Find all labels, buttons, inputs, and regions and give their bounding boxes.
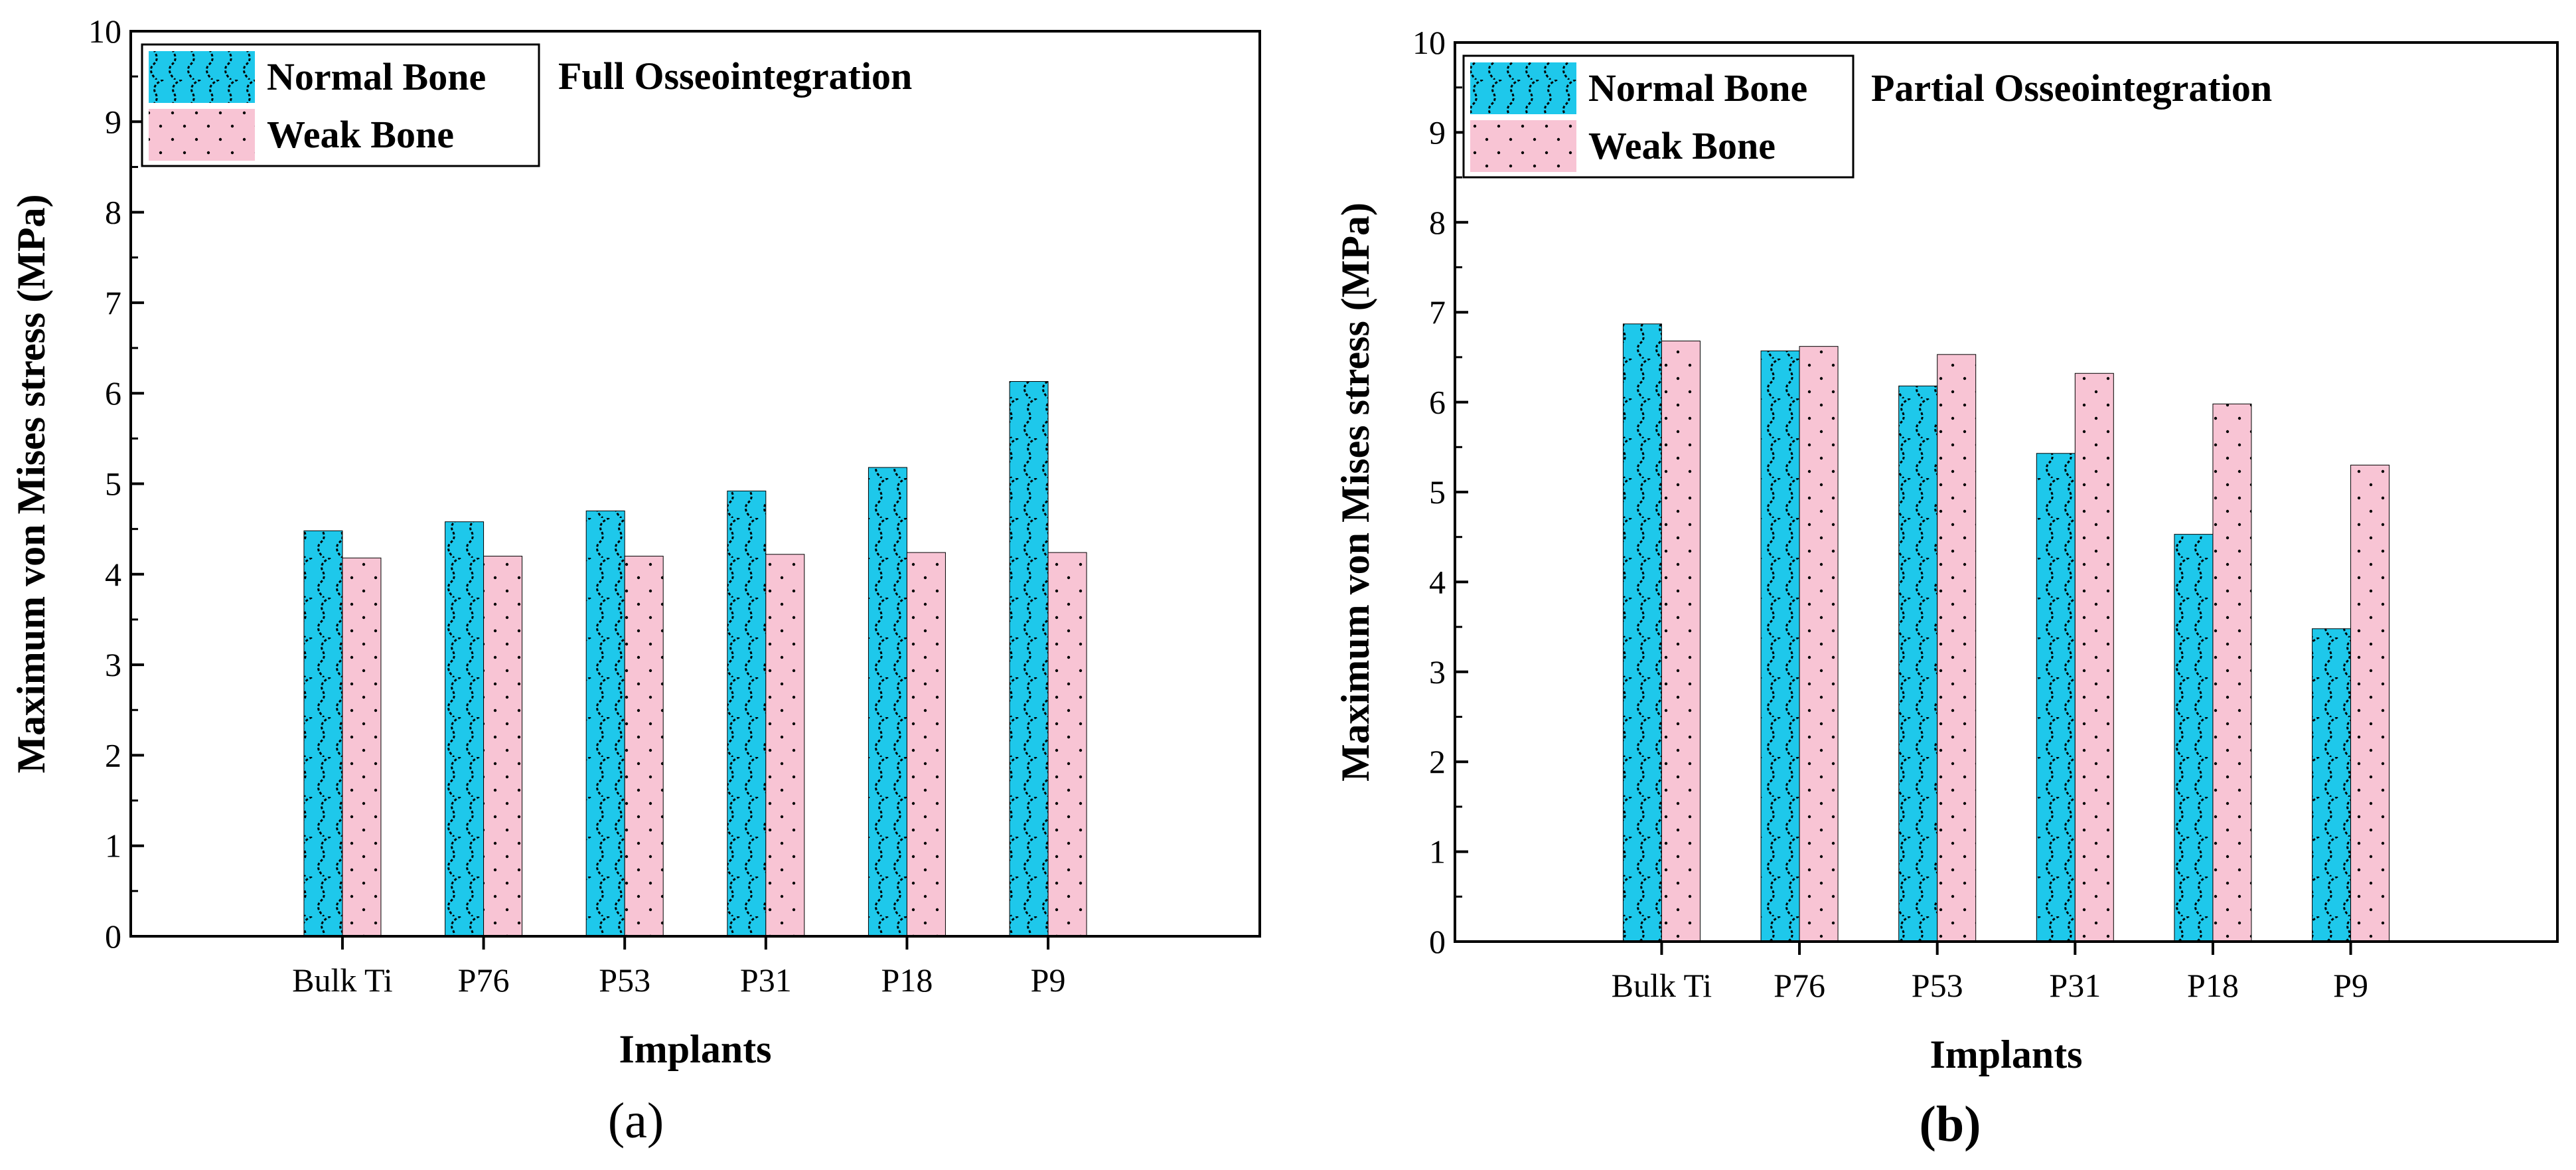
bar-normal-bone: [585, 510, 625, 937]
y-tick-label: 7: [105, 284, 121, 321]
bar-weak-bone: [483, 556, 523, 937]
chart-panel-b: 0 1 2 3 4 5 6 7 8 9 10 Bulk Ti P76 P53 P31 P18 P9 Maxim…: [1333, 24, 2559, 1152]
chart-panel-a: 0 1 2 3 4 5 6 7 8 9 10 Bulk Ti P76 P53 P31 P18 P9 Maxim…: [9, 13, 1261, 1149]
bar-normal-bone: [868, 467, 907, 937]
x-tick-label: P18: [2187, 967, 2239, 1004]
bar-weak-bone: [1799, 346, 1839, 942]
bar-weak-bone: [624, 556, 664, 937]
bars-layer: [303, 380, 1087, 937]
x-tick-label: P18: [881, 961, 933, 999]
y-tick-label: 6: [1429, 384, 1446, 421]
chart-title: Full Osseointegration: [558, 54, 912, 98]
bar-weak-bone: [2074, 373, 2114, 942]
y-tick-label: 7: [1429, 293, 1446, 331]
x-tick-label: P76: [458, 961, 510, 999]
y-tick-label: 9: [105, 103, 121, 140]
y-tick-label: 6: [105, 375, 121, 412]
legend-swatch-weak-bone: [1470, 120, 1576, 172]
x-tick-label: P53: [599, 961, 650, 999]
bar-weak-bone: [906, 552, 946, 937]
bar-weak-bone: [765, 554, 805, 937]
y-tick-label: 4: [1429, 563, 1446, 600]
y-tick-label: 3: [1429, 653, 1446, 691]
x-axis: Bulk Ti P76 P53 P31 P18 P9: [1612, 942, 2368, 1004]
y-tick-label: 8: [105, 194, 121, 231]
y-tick-label: 5: [105, 465, 121, 503]
x-tick-label: P31: [2049, 967, 2101, 1004]
y-axis: 0 1 2 3 4 5 6 7 8 9 10: [88, 13, 144, 955]
chart-title: Partial Osseointegration: [1871, 66, 2272, 110]
legend: Normal Bone Weak Bone: [141, 43, 540, 167]
bar-normal-bone: [1009, 380, 1049, 937]
legend-swatch-normal-bone: [1470, 62, 1576, 114]
legend-swatch-normal-bone: [149, 51, 255, 103]
bar-weak-bone: [1937, 354, 1977, 942]
x-tick-label: Bulk Ti: [292, 961, 393, 999]
y-tick-label: 5: [1429, 473, 1446, 511]
y-tick-label: 2: [1429, 743, 1446, 780]
bar-weak-bone: [2350, 464, 2390, 942]
y-tick-label: 0: [1429, 923, 1446, 960]
bar-normal-bone: [2036, 453, 2076, 942]
bars-layer: [1622, 323, 2390, 942]
y-tick-label: 10: [88, 13, 121, 50]
y-axis-title: Maximum von Mises stress (MPa): [9, 194, 53, 773]
bar-normal-bone: [2174, 534, 2214, 942]
x-tick-label: P9: [2333, 967, 2368, 1004]
panel-label-a: (a): [608, 1093, 664, 1149]
y-tick-label: 1: [105, 827, 121, 865]
bar-normal-bone: [445, 521, 485, 937]
legend-label-normal-bone: Normal Bone: [267, 55, 486, 98]
bar-weak-bone: [2212, 403, 2252, 942]
y-tick-label: 2: [105, 736, 121, 774]
y-tick-label: 8: [1429, 204, 1446, 241]
bar-normal-bone: [1622, 323, 1662, 942]
y-tick-label: 10: [1412, 24, 1446, 61]
bar-weak-bone: [1047, 552, 1087, 937]
y-axis-title: Maximum von Mises stress (MPa): [1333, 203, 1377, 782]
y-tick-label: 0: [105, 918, 121, 955]
legend-label-weak-bone: Weak Bone: [1588, 124, 1776, 167]
x-tick-label: P53: [1912, 967, 1963, 1004]
bar-weak-bone: [1661, 341, 1701, 942]
x-tick-label: P9: [1031, 961, 1066, 999]
bar-normal-bone: [2312, 628, 2352, 942]
y-tick-label: 1: [1429, 833, 1446, 871]
legend-label-weak-bone: Weak Bone: [267, 113, 454, 156]
x-axis-title: Implants: [1930, 1033, 2082, 1076]
x-tick-label: Bulk Ti: [1612, 967, 1712, 1004]
legend: Normal Bone Weak Bone: [1462, 54, 1855, 179]
y-tick-label: 4: [105, 556, 121, 593]
y-axis: 0 1 2 3 4 5 6 7 8 9 10: [1412, 24, 1468, 960]
x-axis: Bulk Ti P76 P53 P31 P18 P9: [292, 936, 1065, 999]
bar-weak-bone: [342, 557, 382, 937]
legend-swatch-weak-bone: [149, 109, 255, 161]
x-tick-label: P31: [740, 961, 792, 999]
y-tick-label: 9: [1429, 114, 1446, 151]
panel-label-b: (b): [1920, 1096, 1981, 1152]
y-tick-label: 3: [105, 646, 121, 683]
bar-normal-bone: [1898, 385, 1938, 942]
x-tick-label: P76: [1774, 967, 1825, 1004]
legend-label-normal-bone: Normal Bone: [1588, 66, 1807, 110]
bar-normal-bone: [727, 490, 767, 937]
bar-normal-bone: [1760, 350, 1800, 942]
bar-normal-bone: [303, 530, 343, 937]
x-axis-title: Implants: [619, 1027, 771, 1071]
